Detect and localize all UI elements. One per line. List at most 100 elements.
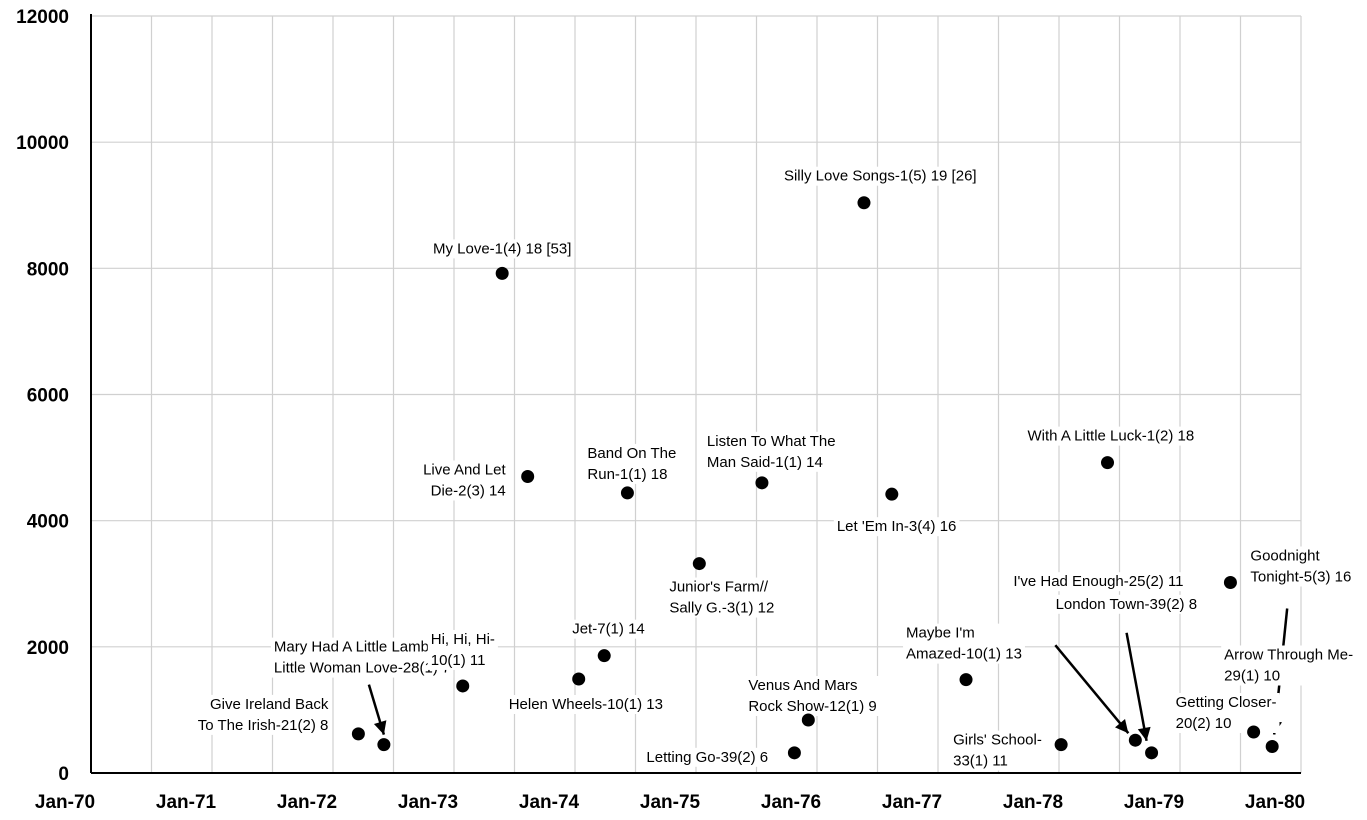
- data-point: [377, 738, 391, 752]
- x-tick-label: Jan-77: [882, 792, 942, 813]
- data-label: Jet-7(1) 14: [569, 619, 648, 639]
- data-label: Listen To What The Man Said-1(1) 14: [703, 431, 839, 472]
- data-label-background: [833, 517, 960, 537]
- data-point: [597, 649, 611, 663]
- data-point: [1247, 725, 1261, 739]
- data-label-background: [584, 443, 680, 484]
- data-point: [885, 487, 899, 501]
- data-label-line: Mary Had A Little Lamb//: [274, 639, 438, 656]
- x-tick-label: Jan-71: [156, 792, 217, 813]
- data-label: Helen Wheels-10(1) 13: [505, 695, 666, 715]
- data-label-background: [643, 747, 772, 767]
- data-label-line: Die-2(3) 14: [431, 483, 506, 500]
- data-label: Hi, Hi, Hi- 10(1) 11: [427, 629, 498, 670]
- y-tick-label: 4000: [27, 512, 69, 533]
- data-label-text: Helen Wheels-10(1) 13: [509, 696, 663, 713]
- x-tick-label: Jan-79: [1124, 792, 1184, 813]
- data-label-background: [420, 460, 510, 501]
- data-label-text: Goodnight Tonight-5(3) 16: [1250, 547, 1351, 585]
- data-label-background: [745, 676, 880, 717]
- x-tick-label: Jan-78: [1003, 792, 1063, 813]
- data-point: [1128, 733, 1142, 747]
- data-label: Let 'Em In-3(4) 16: [833, 517, 960, 537]
- data-label-line: Give Ireland Back: [210, 696, 329, 713]
- data-label-background: [780, 166, 980, 186]
- data-point: [456, 679, 470, 693]
- data-label: Junior's Farm// Sally G.-3(1) 12: [666, 577, 778, 618]
- data-label-line: Sally G.-3(1) 12: [669, 600, 774, 617]
- data-label: Live And Let Die-2(3) 14: [420, 460, 510, 501]
- data-label-line: Amazed-10(1) 13: [906, 646, 1022, 663]
- data-label-text: Live And Let Die-2(3) 14: [423, 462, 506, 500]
- data-label-line: Little Woman Love-28(1) 7: [274, 660, 450, 677]
- data-label-line: My Love-1(4) 18 [53]: [433, 240, 571, 257]
- data-point: [521, 470, 535, 484]
- data-label: Maybe I'm Amazed-10(1) 13: [903, 623, 1025, 664]
- y-tick-label: 6000: [27, 386, 69, 407]
- data-label-line: Live And Let: [423, 462, 506, 479]
- data-label-text: Arrow Through Me- 29(1) 10: [1224, 647, 1353, 685]
- data-label-line: Man Said-1(1) 14: [707, 454, 823, 471]
- data-label-line: Helen Wheels-10(1) 13: [509, 696, 663, 713]
- data-label-background: [1010, 572, 1187, 592]
- data-label-line: Band On The: [587, 445, 676, 462]
- x-tick-label: Jan-70: [35, 792, 95, 813]
- data-label-line: 20(2) 10: [1176, 715, 1232, 732]
- data-label-background: [569, 619, 648, 639]
- data-label-text: Mary Had A Little Lamb// Little Woman Lov…: [274, 639, 450, 677]
- data-label-background: [1247, 546, 1355, 587]
- data-label: Band On The Run-1(1) 18: [584, 443, 680, 484]
- arrow-head: [1115, 719, 1129, 734]
- x-tick-label: Jan-72: [277, 792, 337, 813]
- data-label-line: Maybe I'm: [906, 625, 975, 642]
- data-label-text: Getting Closer- 20(2) 10: [1176, 694, 1277, 732]
- data-label-line: To The Irish-21(2) 8: [198, 717, 329, 734]
- data-label-line: Let 'Em In-3(4) 16: [837, 518, 957, 535]
- data-point: [351, 727, 365, 741]
- data-label: Venus And Mars Rock Show-12(1) 9: [745, 676, 880, 717]
- data-label-text: Let 'Em In-3(4) 16: [837, 518, 957, 535]
- data-label-text: Girls' School- 33(1) 11: [953, 732, 1042, 770]
- arrow-head: [373, 720, 387, 735]
- data-label-line: Jet-7(1) 14: [572, 621, 645, 638]
- data-label-background: [1221, 645, 1357, 686]
- data-point: [620, 486, 634, 500]
- data-label-line: Silly Love Songs-1(5) 19 [26]: [784, 168, 977, 185]
- data-label-line: Getting Closer-: [1176, 694, 1277, 711]
- data-point: [959, 673, 973, 687]
- data-label: Goodnight Tonight-5(3) 16: [1247, 546, 1355, 587]
- data-label-background: [703, 431, 839, 472]
- data-label-background: [1052, 594, 1201, 614]
- data-point: [572, 672, 586, 686]
- data-label-background: [1024, 426, 1198, 446]
- data-point: [1265, 740, 1279, 754]
- data-label-text: Jet-7(1) 14: [572, 621, 645, 638]
- data-label: My Love-1(4) 18 [53]: [429, 239, 575, 259]
- data-label: Arrow Through Me- 29(1) 10: [1221, 645, 1357, 686]
- data-label-line: 29(1) 10: [1224, 668, 1280, 685]
- data-points: [351, 196, 1279, 760]
- callout-arrow: [1054, 644, 1130, 734]
- axes: [90, 14, 1301, 774]
- data-label-text: With A Little Luck-1(2) 18: [1028, 428, 1195, 445]
- data-label-text: Listen To What The Man Said-1(1) 14: [707, 433, 836, 471]
- data-label-text: Letting Go-39(2) 6: [646, 749, 768, 766]
- data-label-line: Listen To What The: [707, 433, 836, 450]
- data-point: [857, 196, 871, 210]
- callout-arrows: [367, 608, 1289, 742]
- data-label-line: Venus And Mars: [748, 677, 857, 694]
- x-tick-label: Jan-75: [640, 792, 701, 813]
- data-label-text: My Love-1(4) 18 [53]: [433, 240, 571, 257]
- data-label-background: [666, 577, 778, 618]
- data-label-line: Girls' School-: [953, 732, 1042, 749]
- data-point: [755, 476, 769, 490]
- data-label-line: Goodnight: [1250, 547, 1320, 564]
- callout-arrow: [1125, 632, 1148, 742]
- data-label-line: Hi, Hi, Hi-: [431, 631, 495, 648]
- data-point: [1145, 746, 1159, 760]
- data-label: Getting Closer- 20(2) 10: [1172, 692, 1280, 733]
- data-label-background: [950, 730, 1045, 771]
- data-label-background: [270, 637, 454, 678]
- data-label-text: Junior's Farm// Sally G.-3(1) 12: [669, 579, 774, 617]
- data-label: I've Had Enough-25(2) 11: [1010, 572, 1187, 592]
